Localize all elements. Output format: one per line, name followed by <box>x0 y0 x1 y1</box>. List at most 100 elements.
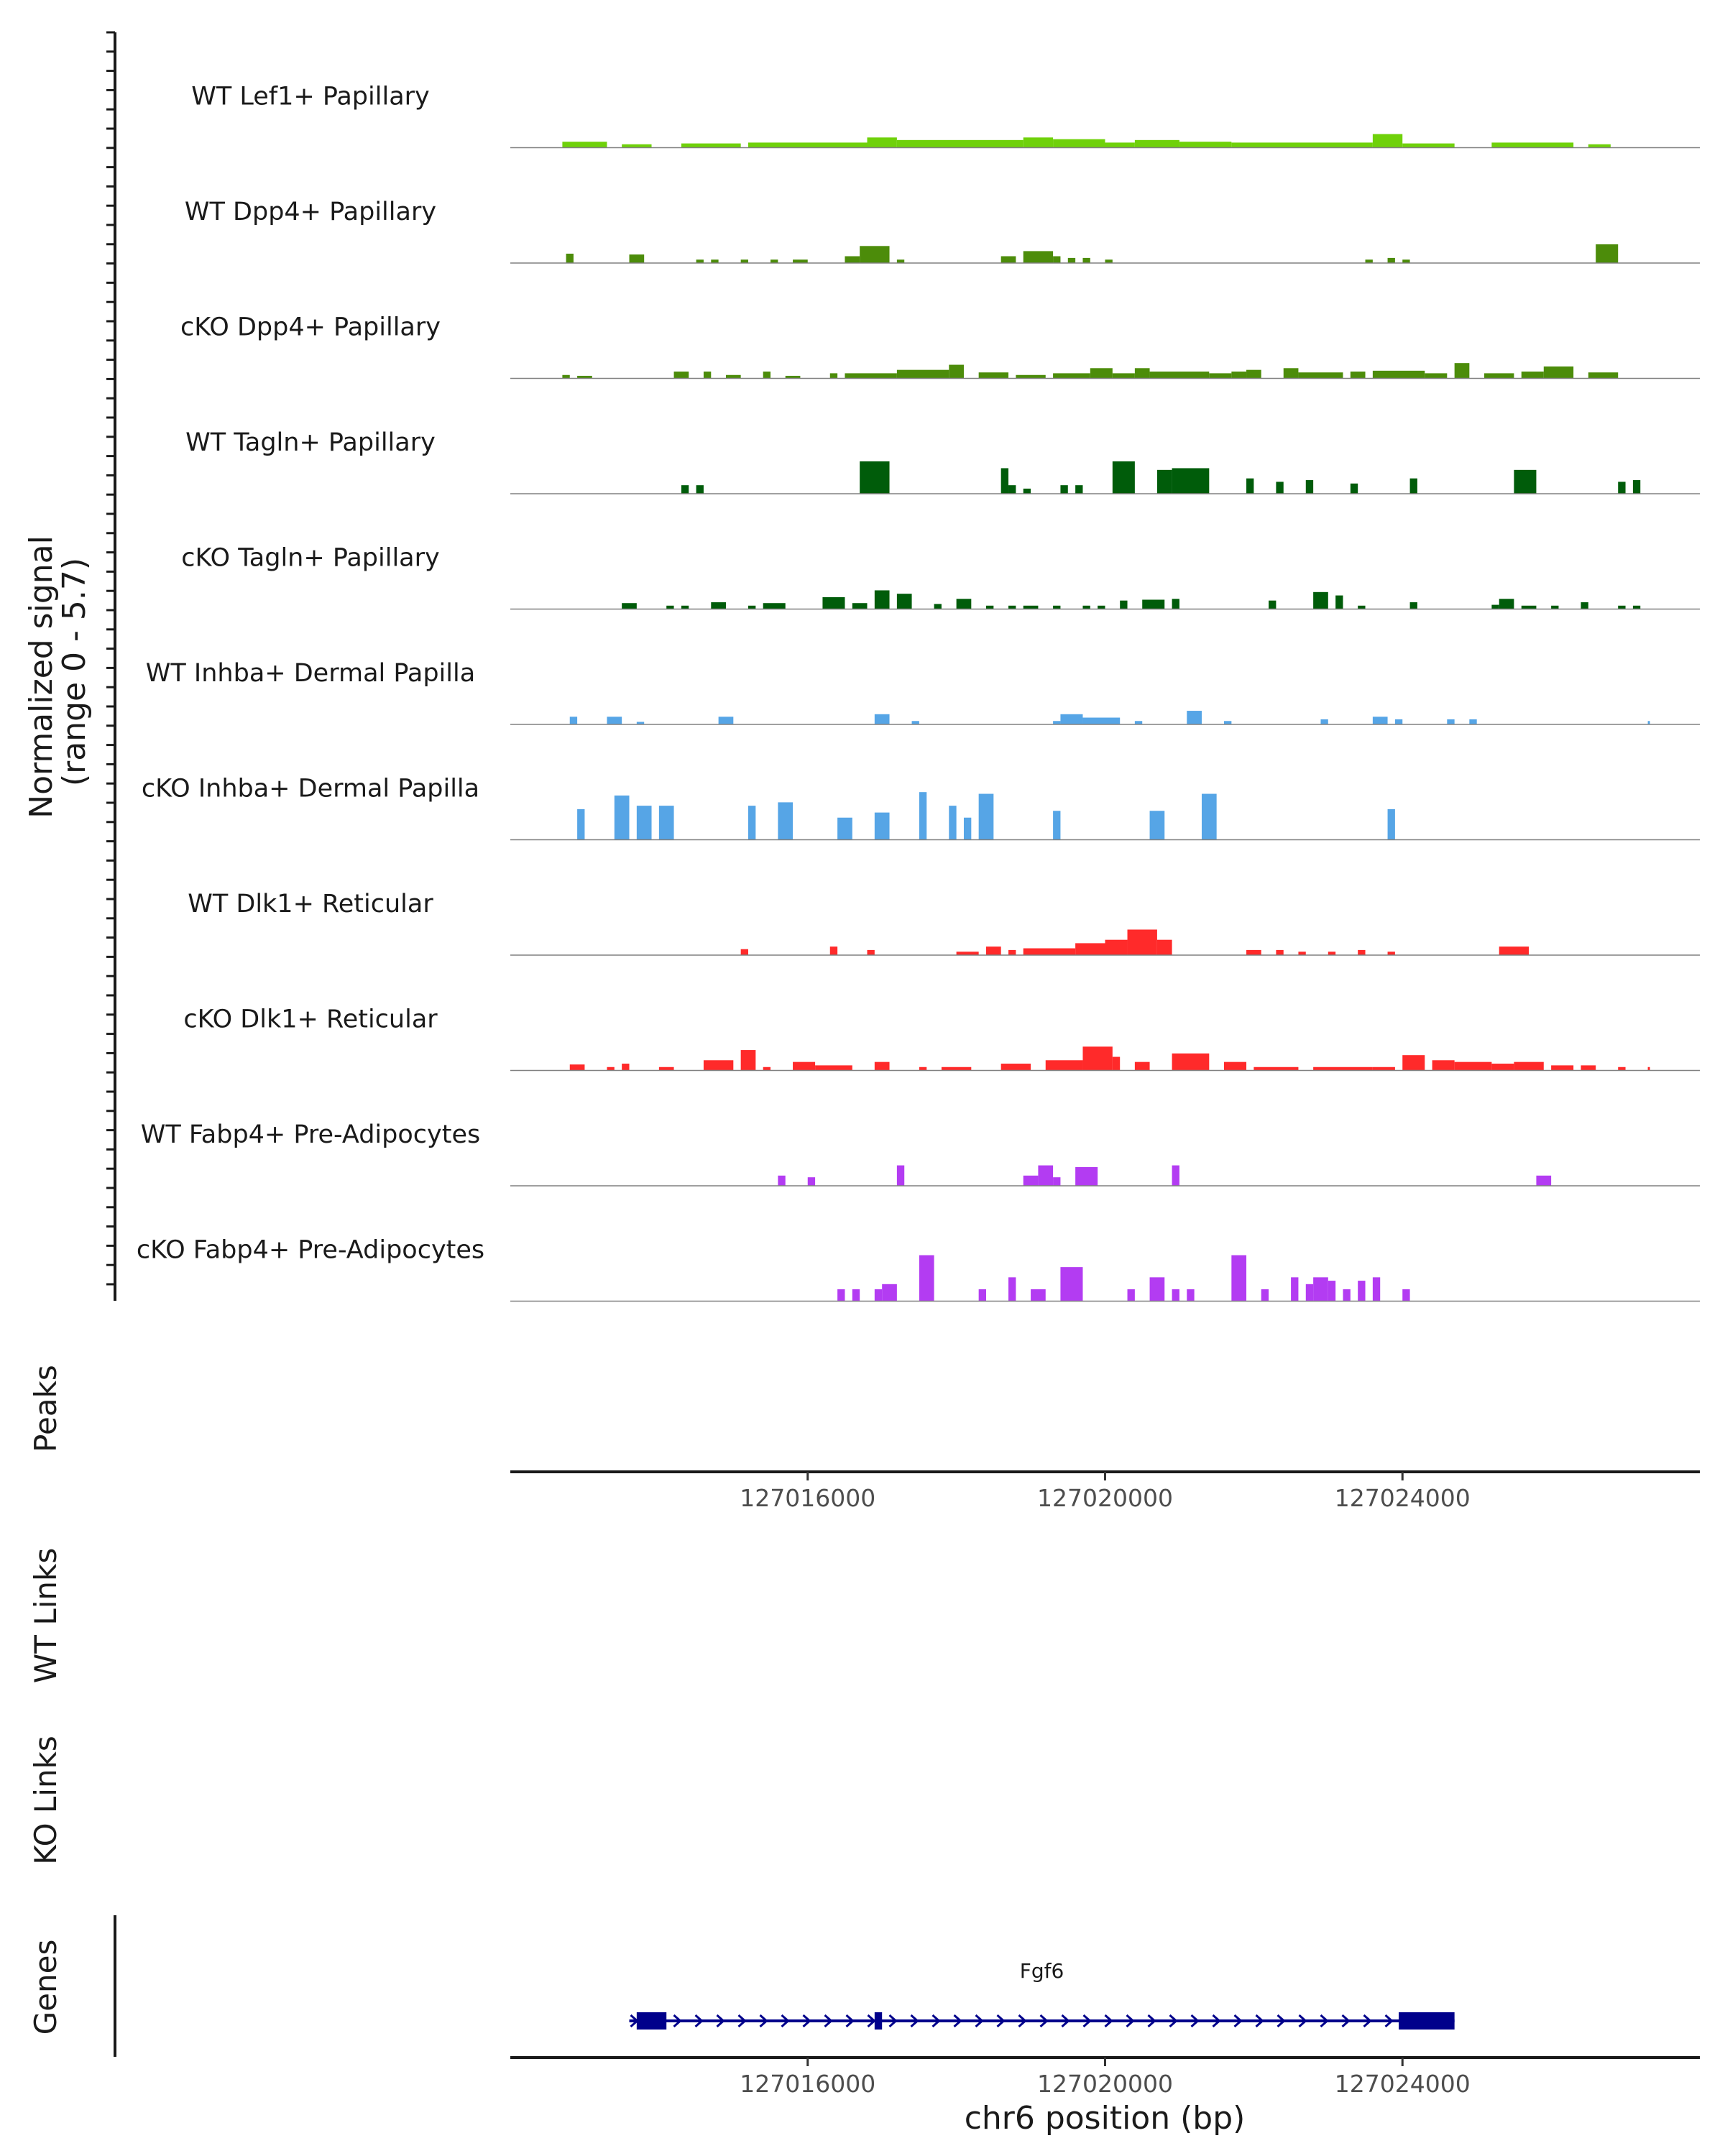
signal-peak <box>1156 939 1172 955</box>
signal-peak <box>1350 372 1366 379</box>
signal-peak <box>1499 599 1514 609</box>
signal-peak <box>1514 1061 1544 1071</box>
signal-peak <box>956 599 972 609</box>
gene-exon <box>874 2012 883 2030</box>
x-tick-label: 127024000 <box>1335 1484 1471 1512</box>
strand-arrow-icon <box>1126 2014 1135 2028</box>
track-label: WT Lef1+ Papillary <box>191 83 430 111</box>
signal-peak <box>941 1067 972 1071</box>
signal-peak <box>622 1064 630 1071</box>
signal-peak <box>1149 372 1210 379</box>
signal-peak <box>1067 257 1076 263</box>
signal-peak <box>658 806 674 840</box>
panel-title-ko-links: KO Links <box>28 1736 63 1865</box>
signal-peak <box>1618 605 1626 609</box>
signal-peak <box>1053 256 1061 263</box>
signal-peak <box>978 1289 986 1302</box>
track-cko-dlk1-reticular: cKO Dlk1+ Reticular <box>183 1005 1700 1072</box>
track-label: cKO Tagln+ Papillary <box>181 544 440 573</box>
signal-peak <box>1098 605 1105 609</box>
signal-peak <box>1134 139 1179 148</box>
signal-peak <box>1008 1277 1016 1302</box>
strand-arrow-icon <box>1233 2014 1243 2028</box>
signal-peak <box>577 375 592 379</box>
signal-peak <box>636 722 645 724</box>
signal-peak <box>1112 461 1135 494</box>
strand-arrow-icon <box>867 2014 876 2028</box>
strand-arrow-icon <box>910 2014 919 2028</box>
signal-peak <box>1387 257 1395 263</box>
track-label: cKO Dpp4+ Papillary <box>180 313 441 342</box>
signal-peak <box>1075 943 1105 955</box>
signal-peak <box>1358 949 1366 955</box>
track-cko-inhba-dermal-papilla: cKO Inhba+ Dermal Papilla <box>142 775 1700 841</box>
track-wt-fabp4-pre-adipocytes: WT Fabp4+ Pre-Adipocytes <box>141 1120 1700 1187</box>
signal-peak <box>1075 1166 1098 1186</box>
signal-peak <box>770 259 778 263</box>
signal-peak <box>1023 251 1054 263</box>
signal-peak <box>562 142 607 148</box>
signal-peak <box>1432 1060 1455 1071</box>
signal-peak <box>740 949 748 955</box>
signal-peak <box>1402 1289 1410 1302</box>
track-wt-inhba-dermal-papilla: WT Inhba+ Dermal Papilla <box>146 659 1700 725</box>
signal-peak <box>1514 469 1537 494</box>
strand-arrow-icon <box>716 2014 725 2028</box>
signal-peak <box>1372 1067 1395 1071</box>
strand-arrow-icon <box>1255 2014 1264 2028</box>
track-wt-lef1-papillary: WT Lef1+ Papillary <box>191 83 1700 149</box>
signal-peak <box>949 806 957 840</box>
signal-peak <box>1172 468 1210 494</box>
signal-y-title-line-2: (range 0 - 5.7) <box>56 558 93 786</box>
coverage-tracks: WT Lef1+ Papillary WT Dpp4+ Papillary cKO … <box>137 83 1700 1302</box>
signal-peak <box>666 605 674 609</box>
signal-peak <box>1469 719 1477 724</box>
signal-peak <box>1291 1277 1299 1302</box>
strand-arrow-icon <box>824 2014 833 2028</box>
signal-y-title: Normalized signal (range 0 - 5.7) <box>23 525 93 819</box>
strand-arrow-icon <box>759 2014 768 2028</box>
gene-exon <box>1399 2012 1455 2030</box>
signal-peak <box>1313 1067 1373 1071</box>
signal-peak <box>1023 488 1031 494</box>
signal-peak <box>1581 602 1588 609</box>
x-tick-label: 127016000 <box>740 2070 875 2098</box>
signal-peak <box>1000 1064 1031 1071</box>
signal-peak <box>963 817 972 840</box>
signal-peak <box>1053 139 1105 148</box>
signal-peak <box>1105 259 1113 263</box>
signal-peak <box>1372 370 1425 379</box>
strand-arrow-icon <box>953 2014 962 2028</box>
signal-peak <box>1313 1277 1328 1302</box>
signal-peak <box>1142 599 1165 609</box>
signal-peak <box>1372 1277 1381 1302</box>
signal-peak <box>1031 1289 1046 1302</box>
strand-arrow-icon <box>694 2014 704 2028</box>
signal-peak <box>1075 485 1083 494</box>
signal-peak <box>896 1165 905 1186</box>
signal-peak <box>1276 482 1284 494</box>
track-label: cKO Inhba+ Dermal Papilla <box>142 775 479 803</box>
signal-peak <box>1187 711 1202 724</box>
signal-peak <box>1499 946 1530 955</box>
signal-peak <box>829 946 838 955</box>
signal-peak <box>1187 1289 1195 1302</box>
signal-peak <box>1156 469 1172 494</box>
signal-peak <box>1521 372 1544 379</box>
signal-peak <box>569 1064 585 1071</box>
signal-peak <box>896 259 905 263</box>
signal-peak <box>860 246 890 263</box>
signal-peak <box>785 375 801 379</box>
strand-arrow-icon <box>1147 2014 1156 2028</box>
signal-peak <box>1134 721 1143 724</box>
signal-peak <box>1521 605 1537 609</box>
signal-peak <box>778 802 794 840</box>
signal-peak <box>934 604 942 609</box>
signal-peak <box>1402 143 1455 148</box>
signal-peak <box>1082 257 1090 263</box>
signal-peak <box>703 372 712 379</box>
signal-peak <box>949 364 964 379</box>
x-tick-label: 127024000 <box>1335 2070 1471 2098</box>
signal-peak <box>896 369 949 379</box>
signal-peak <box>1358 1281 1366 1302</box>
